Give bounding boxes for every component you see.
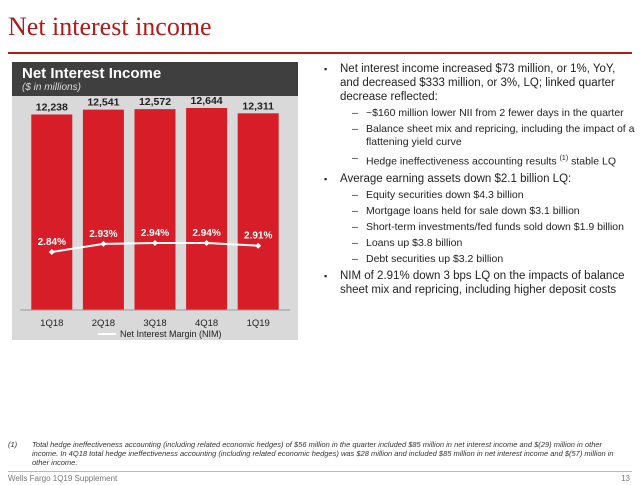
nim-point [255,242,262,249]
bullet-square-icon: ▪ [324,64,328,74]
bar [237,113,279,310]
bar-value-label: 12,238 [36,101,68,113]
sub-bullet-text: Short-term investments/fed funds sold do… [366,220,624,233]
sub-bullet-item: – ~$160 million lower NII from 2 fewer da… [340,107,636,120]
sub-bullet-item: – Balance sheet mix and repricing, includ… [340,123,636,149]
dash-icon: – [352,220,358,233]
nim-value-label: 2.91% [244,231,272,242]
sub-bullet-item: – Loans up $3.8 billion [340,237,636,250]
footer-divider [8,471,632,472]
bullet-item: ▪ Average earning assets down $2.1 billio… [318,172,636,266]
sub-bullet-item: – Mortgage loans held for sale down $3.1 … [340,205,636,218]
bullet-square-icon: ▪ [324,173,328,184]
bullet-item: ▪ Net interest income increased $73 milli… [318,62,636,169]
bullet-text: Net interest income increased $73 millio… [340,63,616,103]
dash-icon: – [352,252,358,265]
chart-title: Net Interest Income [22,65,162,82]
sub-bullet-text: Debt securities up $3.2 billion [366,252,504,265]
legend-label: Net Interest Margin (NIM) [120,329,222,339]
page-number: 13 [621,474,630,483]
sub-bullet-text: Hedge ineffectiveness accounting results [366,155,560,168]
bar [186,108,228,310]
footer-source: Wells Fargo 1Q19 Supplement [8,474,118,483]
nim-value-label: 2.94% [141,228,169,239]
bullet-text: Average earning assets down $2.1 billion… [340,172,572,185]
dash-icon: – [352,188,358,201]
dash-icon: – [352,107,358,119]
page-title: Net interest income [8,12,212,41]
dash-icon: – [352,152,358,164]
sub-bullet-text: ~$160 million lower NII from 2 fewer day… [366,107,624,119]
footnote-reference: (1) [559,155,569,162]
x-tick-label: 3Q18 [143,318,166,329]
sub-bullet-text: Loans up $3.8 billion [366,236,463,249]
footnote-text: Total hedge ineffectiveness accounting (… [32,440,614,467]
footnote-number: (1) [8,440,18,449]
bar-value-label: 12,572 [139,96,171,108]
nii-chart: 12,238 1Q18 12,541 2Q18 12,572 3Q18 12,644 4Q18… [20,95,290,339]
nii-chart-panel: Net Interest Income ($ in millions) 12,2… [12,62,298,340]
sub-bullet-item: – Equity securities down $4.3 billion [340,189,636,202]
footnote: (1) Total hedge ineffectiveness accounti… [8,440,618,467]
nim-point [203,240,210,246]
sub-bullet-text: Balance sheet mix and repricing, includi… [366,123,635,148]
chart-header: Net Interest Income ($ in millions) [12,62,298,96]
bullet-item: ▪ NIM of 2.91% down 3 bps LQ on the impac… [318,269,636,297]
sub-bullet-text: Mortgage loans held for sale down $3.1 b… [366,204,580,217]
nim-value-label: 2.93% [89,229,117,240]
bullet-square-icon: ▪ [324,270,328,281]
sub-bullet-item: – Short-term investments/fed funds sold d… [340,221,636,234]
sub-bullet-item: – Hedge ineffectiveness accounting result… [340,152,636,169]
chart-subtitle: ($ in millions) [22,82,81,93]
bar [134,109,176,310]
sub-bullet-text: stable LQ [568,155,617,168]
x-tick-label: 1Q18 [40,318,63,329]
dash-icon: – [352,236,358,249]
bar [31,114,73,310]
nim-point [152,240,158,246]
bar-value-label: 12,644 [191,95,223,107]
nim-point [48,249,55,255]
sub-bullet-item: – Debt securities up $3.2 billion [340,253,636,266]
sub-bullet-text: Equity securities down $4.3 billion [366,188,524,201]
nim-value-label: 2.84% [38,237,66,248]
bar [82,109,124,310]
title-divider [8,52,632,54]
bar-value-label: 12,311 [242,100,274,112]
x-tick-label: 1Q19 [247,318,270,329]
dash-icon: – [352,123,358,135]
dash-icon: – [352,204,358,217]
x-tick-label: 4Q18 [195,318,218,329]
nim-value-label: 2.94% [192,228,220,239]
nim-point [100,240,107,247]
bar-value-label: 12,541 [87,97,119,109]
bullet-text: NIM of 2.91% down 3 bps LQ on the impact… [340,269,625,296]
x-tick-label: 2Q18 [92,318,115,329]
commentary-bullets: ▪ Net interest income increased $73 milli… [318,62,636,300]
